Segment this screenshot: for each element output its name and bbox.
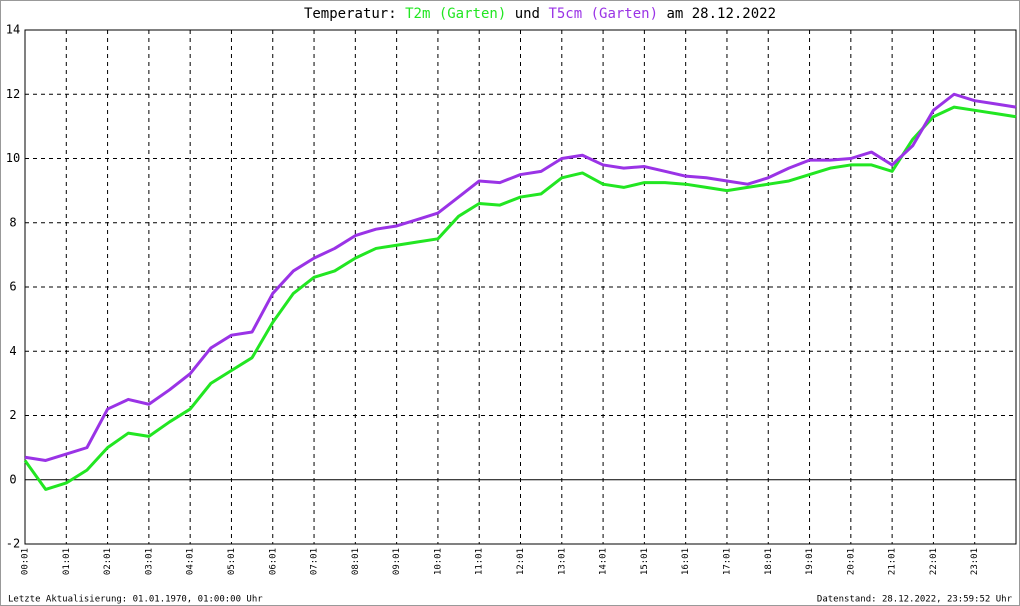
- y-tick-label: 12: [6, 87, 20, 101]
- y-tick-label: 8: [9, 215, 16, 229]
- legend-entry: T2m (Garten): [405, 6, 506, 22]
- y-tick-label: 10: [6, 151, 20, 165]
- y-tick-label: 0: [9, 472, 16, 486]
- x-tick-label: 09:01: [392, 548, 402, 575]
- title-text: und: [515, 6, 540, 22]
- x-tick-label: 04:01: [186, 548, 196, 575]
- x-tick-label: 18:01: [764, 548, 774, 575]
- x-tick-label: 01:01: [62, 548, 72, 575]
- y-tick-label: 4: [9, 344, 16, 358]
- y-tick-label: 6: [9, 280, 16, 294]
- x-tick-label: 10:01: [433, 548, 443, 575]
- x-tick-label: 03:01: [144, 548, 154, 575]
- x-tick-label: 15:01: [640, 548, 650, 575]
- footer-left: Letzte Aktualisierung: 01.01.1970, 01:00…: [8, 595, 263, 605]
- x-tick-label: 19:01: [805, 548, 815, 575]
- title-text: am 28.12.2022: [666, 6, 776, 22]
- chart-title: Temperatur: T2m (Garten) und T5cm (Garte…: [304, 6, 776, 22]
- x-tick-label: 17:01: [722, 548, 732, 575]
- x-tick-label: 11:01: [475, 548, 485, 575]
- plot-border: [24, 29, 1017, 545]
- series-line: [24, 92, 1017, 462]
- x-tick-label: 22:01: [929, 548, 939, 575]
- title-text: Temperatur:: [304, 6, 397, 22]
- y-tick-label: 14: [6, 23, 20, 37]
- footer-right: Datenstand: 28.12.2022, 23:59:52 Uhr: [817, 595, 1013, 605]
- x-tick-label: 16:01: [681, 548, 691, 575]
- y-tick-label: 2: [9, 408, 16, 422]
- x-tick-label: 05:01: [227, 548, 237, 575]
- x-tick-label: 08:01: [351, 548, 361, 575]
- x-tick-label: 12:01: [516, 548, 526, 575]
- x-tick-label: 00:01: [21, 548, 31, 575]
- x-tick-label: 13:01: [557, 548, 567, 575]
- legend-entry: T5cm (Garten): [548, 6, 658, 22]
- x-tick-label: 06:01: [268, 548, 278, 575]
- y-tick-label: -2: [6, 537, 20, 551]
- x-tick-label: 20:01: [846, 548, 856, 575]
- x-tick-label: 07:01: [310, 548, 320, 575]
- x-tick-label: 02:01: [103, 548, 113, 575]
- x-tick-label: 14:01: [599, 548, 609, 575]
- series-line: [23, 105, 1017, 491]
- x-tick-label: 23:01: [970, 548, 980, 575]
- x-tick-label: 21:01: [888, 548, 898, 575]
